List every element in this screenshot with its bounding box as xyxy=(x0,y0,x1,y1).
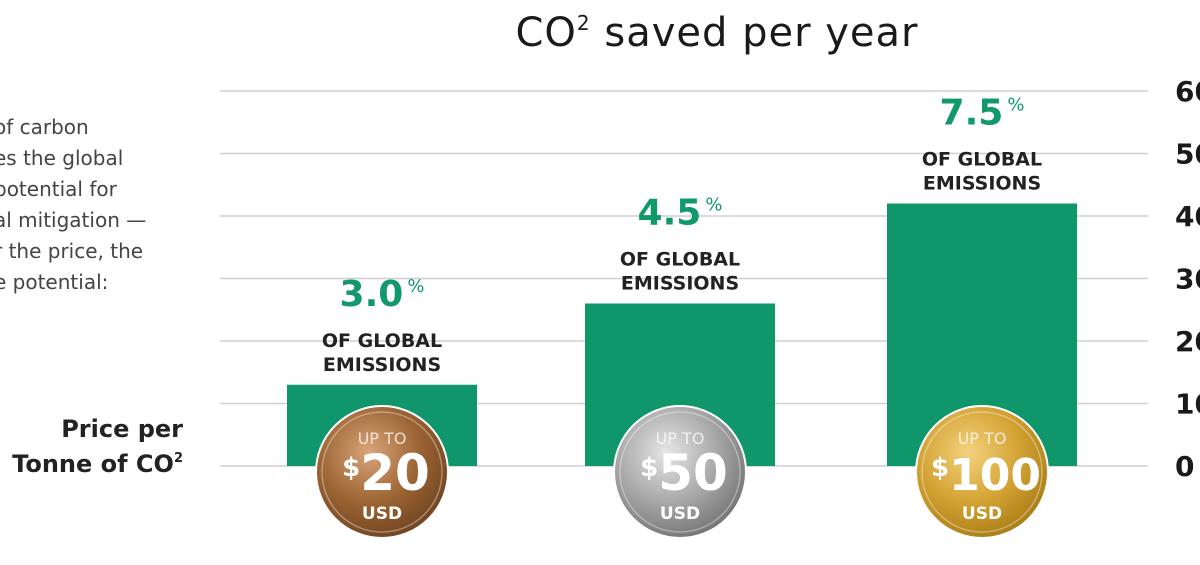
annotation-line: OF GLOBAL xyxy=(620,249,740,271)
y-tick-label: 0 xyxy=(1175,450,1194,483)
coin-currency: USD xyxy=(362,504,402,524)
coin-silver xyxy=(613,405,747,539)
y-tick-label: 30 xyxy=(1175,263,1200,296)
annotation-line: EMISSIONS xyxy=(923,173,1041,195)
coin-bronze xyxy=(315,405,449,539)
price-per-tonne-label: Price per Tonne of CO2 xyxy=(12,414,183,479)
annotation-line: OF GLOBAL xyxy=(922,149,1042,171)
y-tick-label: 10 xyxy=(1175,388,1200,421)
description-line: al mitigation — xyxy=(0,208,147,232)
annotation-line: OF GLOBAL xyxy=(322,330,442,352)
coin-gold xyxy=(915,405,1049,539)
coin-rim xyxy=(321,411,443,533)
coin-currency: USD xyxy=(962,504,1002,524)
y-tick-label: 60 xyxy=(1175,75,1200,108)
coin-up-to: UP TO xyxy=(656,429,705,448)
coin-rim xyxy=(619,411,741,533)
price-label-line2: Tonne of CO2 xyxy=(12,450,183,478)
annotation-line: EMISSIONS xyxy=(323,354,441,376)
coin-amount: $50 xyxy=(640,444,728,502)
description-text: of carbon es the global potential for al… xyxy=(0,112,184,298)
price-label-line1: Price per xyxy=(61,415,183,443)
annotation-line: EMISSIONS xyxy=(621,273,739,295)
y-tick-label: 50 xyxy=(1175,138,1200,171)
coin-rim xyxy=(921,411,1043,533)
percent-label: 3.0% xyxy=(340,274,425,315)
coin-amount: $20 xyxy=(342,444,430,502)
percent-label: 7.5% xyxy=(940,93,1025,134)
y-tick-label: 40 xyxy=(1175,200,1200,233)
y-tick-label: 20 xyxy=(1175,325,1200,358)
percent-label: 4.5% xyxy=(638,193,723,234)
description-line: potential for xyxy=(0,177,117,201)
coin-amount: $100 xyxy=(931,450,1041,501)
description-line: of carbon xyxy=(0,115,89,139)
coin-up-to: UP TO xyxy=(958,429,1007,448)
chart-title: CO2 saved per year xyxy=(515,10,919,56)
description-line: e potential: xyxy=(0,270,109,294)
description-line: r the price, the xyxy=(0,239,144,263)
coin-up-to: UP TO xyxy=(358,429,407,448)
coin-currency: USD xyxy=(660,504,700,524)
description-line: es the global xyxy=(0,146,124,170)
